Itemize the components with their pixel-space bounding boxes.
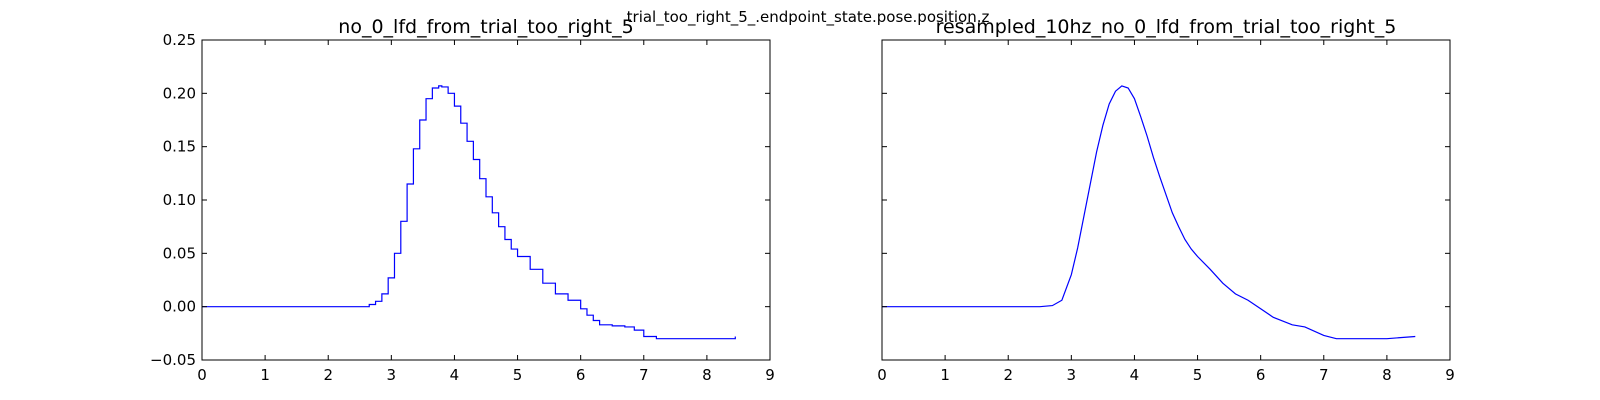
x-tick-label: 3 — [387, 366, 397, 384]
x-tick-label: 8 — [1382, 366, 1392, 384]
x-tick-label: 4 — [450, 366, 460, 384]
x-tick-label: 7 — [1319, 366, 1329, 384]
x-tick-label: 8 — [702, 366, 712, 384]
axes-right: resampled_10hz_no_0_lfd_from_trial_too_r… — [877, 16, 1455, 384]
x-tick-label: 6 — [576, 366, 586, 384]
y-tick-label: −0.05 — [150, 351, 196, 369]
series-line — [202, 85, 736, 340]
axes-title: resampled_10hz_no_0_lfd_from_trial_too_r… — [936, 16, 1397, 38]
x-tick-label: 9 — [765, 366, 775, 384]
x-tick-label: 4 — [1130, 366, 1140, 384]
y-tick-label: 0.25 — [163, 31, 196, 49]
y-tick-label: 0.00 — [163, 298, 196, 316]
y-tick-label: 0.05 — [163, 244, 196, 262]
x-tick-label: 1 — [940, 366, 950, 384]
x-tick-label: 9 — [1445, 366, 1455, 384]
x-tick-label: 5 — [1193, 366, 1203, 384]
y-tick-label: 0.15 — [163, 138, 196, 156]
series-line — [882, 85, 1416, 340]
x-tick-label: 2 — [323, 366, 333, 384]
x-tick-label: 0 — [877, 366, 887, 384]
x-tick-label: 3 — [1067, 366, 1077, 384]
x-tick-label: 7 — [639, 366, 649, 384]
axes-title: no_0_lfd_from_trial_too_right_5 — [338, 16, 633, 38]
figure-suptitle: trial_too_right_5_.endpoint_state.pose.p… — [627, 8, 990, 27]
axes-left: no_0_lfd_from_trial_too_right_5 0 1 2 3 4 5 6 7 8… — [150, 16, 775, 384]
x-tick-label: 2 — [1003, 366, 1013, 384]
x-tick-label: 0 — [197, 366, 207, 384]
axes-frame — [201, 39, 771, 361]
y-tick-label: 0.10 — [163, 191, 196, 209]
x-tick-label: 6 — [1256, 366, 1266, 384]
axes-frame — [881, 39, 1451, 361]
y-tick-label: 0.20 — [163, 84, 196, 102]
x-tick-label: 1 — [260, 366, 270, 384]
x-tick-label: 5 — [513, 366, 523, 384]
